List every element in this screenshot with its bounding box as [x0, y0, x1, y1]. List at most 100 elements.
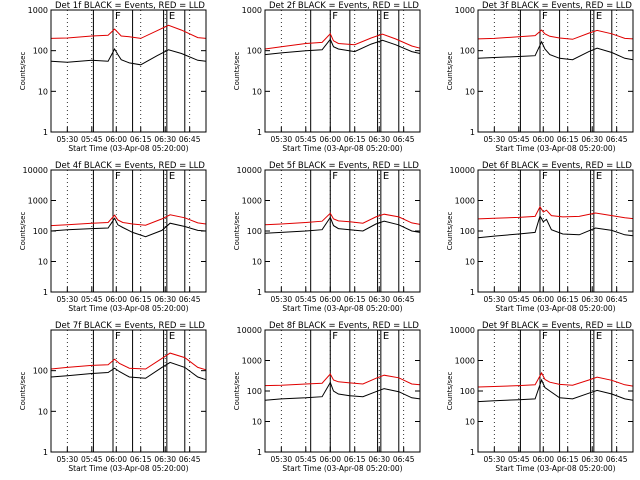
panel-2: F E 1 10 100 1000 05:30 05:45 06:00 06:15 06:30 06:… — [233, 1, 421, 153]
flare-marker-e: E — [169, 171, 175, 182]
y-tick-label: 10000 — [237, 166, 262, 175]
plot-frame — [477, 9, 634, 133]
flare-marker-e: E — [383, 11, 389, 22]
x-tick-label: 06:30 — [581, 295, 603, 304]
series-lld-line — [50, 352, 207, 371]
y-tick-label: 100 — [460, 47, 475, 56]
series-events-line — [264, 381, 421, 401]
x-tick-label: 06:30 — [581, 455, 603, 464]
y-tick-label: 1000 — [28, 197, 48, 206]
x-tick-label: 06:15 — [344, 455, 366, 464]
x-tick-label: 06:30 — [154, 455, 176, 464]
y-axis-label: Counts/sec — [19, 52, 27, 91]
series-lld-line — [50, 24, 207, 39]
y-tick-label: 1 — [257, 288, 262, 297]
flare-marker-e: E — [169, 331, 175, 342]
y-tick-label: 100 — [33, 367, 48, 376]
panel-1: F E 1 10 100 1000 05:30 05:45 06:00 06:15 06:30 06:… — [19, 1, 207, 153]
y-tick-label: 10 — [252, 87, 262, 96]
y-tick-label: 10000 — [450, 166, 475, 175]
series-lld-line — [264, 373, 421, 387]
y-tick-label: 1 — [470, 448, 475, 457]
flare-marker-f: F — [542, 331, 548, 342]
y-tick-label: 10000 — [23, 166, 48, 175]
series-lld-line — [264, 32, 421, 50]
y-tick-label: 1 — [470, 128, 475, 137]
x-tick-label: 06:00 — [105, 135, 127, 144]
x-tick-label: 06:30 — [154, 135, 176, 144]
panel-3: F E 1 10 100 1000 05:30 05:45 06:00 06:15 06:30 06:… — [446, 1, 634, 153]
x-tick-label: 06:30 — [581, 135, 603, 144]
panel-title: Det 4f BLACK = Events, RED = LLD — [55, 161, 205, 171]
x-tick-label: 05:30 — [57, 455, 79, 464]
x-tick-label: 06:00 — [105, 455, 127, 464]
y-axis-label: Counts/sec — [233, 372, 241, 411]
flare-marker-f: F — [115, 11, 121, 22]
panel-title: Det 6f BLACK = Events, RED = LLD — [482, 161, 632, 171]
x-tick-label: 06:45 — [179, 455, 201, 464]
flare-marker-e: E — [596, 11, 602, 22]
series-events-line — [264, 216, 421, 234]
y-tick-label: 10 — [252, 258, 262, 267]
y-tick-label: 1 — [470, 288, 475, 297]
y-tick-label: 1 — [43, 128, 48, 137]
x-tick-label: 05:30 — [484, 295, 506, 304]
x-axis-label: Start Time (03-Apr-08 05:20:00) — [282, 144, 402, 153]
x-tick-label: 05:45 — [81, 295, 103, 304]
x-tick-label: 06:15 — [344, 295, 366, 304]
y-tick-label: 10 — [38, 258, 48, 267]
y-tick-label: 100 — [247, 227, 262, 236]
series-lld-line — [264, 212, 421, 226]
y-tick-label: 1000 — [242, 6, 262, 15]
x-tick-label: 06:00 — [532, 295, 554, 304]
y-tick-label: 10 — [465, 418, 475, 427]
flare-marker-f: F — [332, 171, 338, 182]
flare-marker-f: F — [332, 331, 338, 342]
y-tick-label: 1 — [257, 128, 262, 137]
flare-marker-e: E — [383, 331, 389, 342]
y-tick-label: 1000 — [242, 197, 262, 206]
panel-title: Det 9f BLACK = Events, RED = LLD — [482, 321, 632, 331]
x-tick-label: 06:45 — [606, 295, 628, 304]
x-tick-label: 06:15 — [557, 135, 579, 144]
series-events-line — [50, 361, 207, 381]
plot-frame — [50, 9, 207, 133]
x-tick-label: 06:00 — [319, 455, 341, 464]
y-tick-label: 100 — [247, 47, 262, 56]
x-tick-label: 05:45 — [508, 455, 530, 464]
y-axis-label: Counts/sec — [446, 212, 454, 251]
panel-title: Det 2f BLACK = Events, RED = LLD — [269, 1, 419, 11]
plot-frame — [50, 329, 207, 453]
y-axis-label: Counts/sec — [233, 212, 241, 251]
x-tick-label: 06:45 — [393, 295, 415, 304]
panel-title: Det 3f BLACK = Events, RED = LLD — [482, 1, 632, 11]
series-events-line — [50, 217, 207, 238]
x-tick-label: 06:15 — [557, 455, 579, 464]
x-tick-label: 05:45 — [81, 455, 103, 464]
x-tick-label: 05:45 — [295, 135, 317, 144]
x-axis-label: Start Time (03-Apr-08 05:20:00) — [68, 144, 188, 153]
panel-7: F E 1 10 100 05:30 05:45 06:00 06:15 06:30 06:45 De… — [19, 321, 207, 473]
x-tick-label: 05:30 — [484, 455, 506, 464]
series-lld-line — [477, 29, 634, 40]
y-tick-label: 1000 — [455, 357, 475, 366]
x-tick-label: 06:45 — [393, 455, 415, 464]
y-tick-label: 10 — [465, 258, 475, 267]
x-axis-label: Start Time (03-Apr-08 05:20:00) — [68, 304, 188, 313]
panel-title: Det 8f BLACK = Events, RED = LLD — [269, 321, 419, 331]
flare-marker-f: F — [332, 11, 338, 22]
flare-marker-f: F — [115, 331, 121, 342]
series-events-line — [477, 40, 634, 61]
flare-marker-f: F — [542, 11, 548, 22]
y-axis-label: Counts/sec — [19, 212, 27, 251]
x-tick-label: 06:15 — [130, 135, 152, 144]
y-tick-label: 10000 — [450, 326, 475, 335]
flare-marker-f: F — [542, 171, 548, 182]
x-tick-label: 05:30 — [57, 295, 79, 304]
flare-marker-e: E — [383, 171, 389, 182]
